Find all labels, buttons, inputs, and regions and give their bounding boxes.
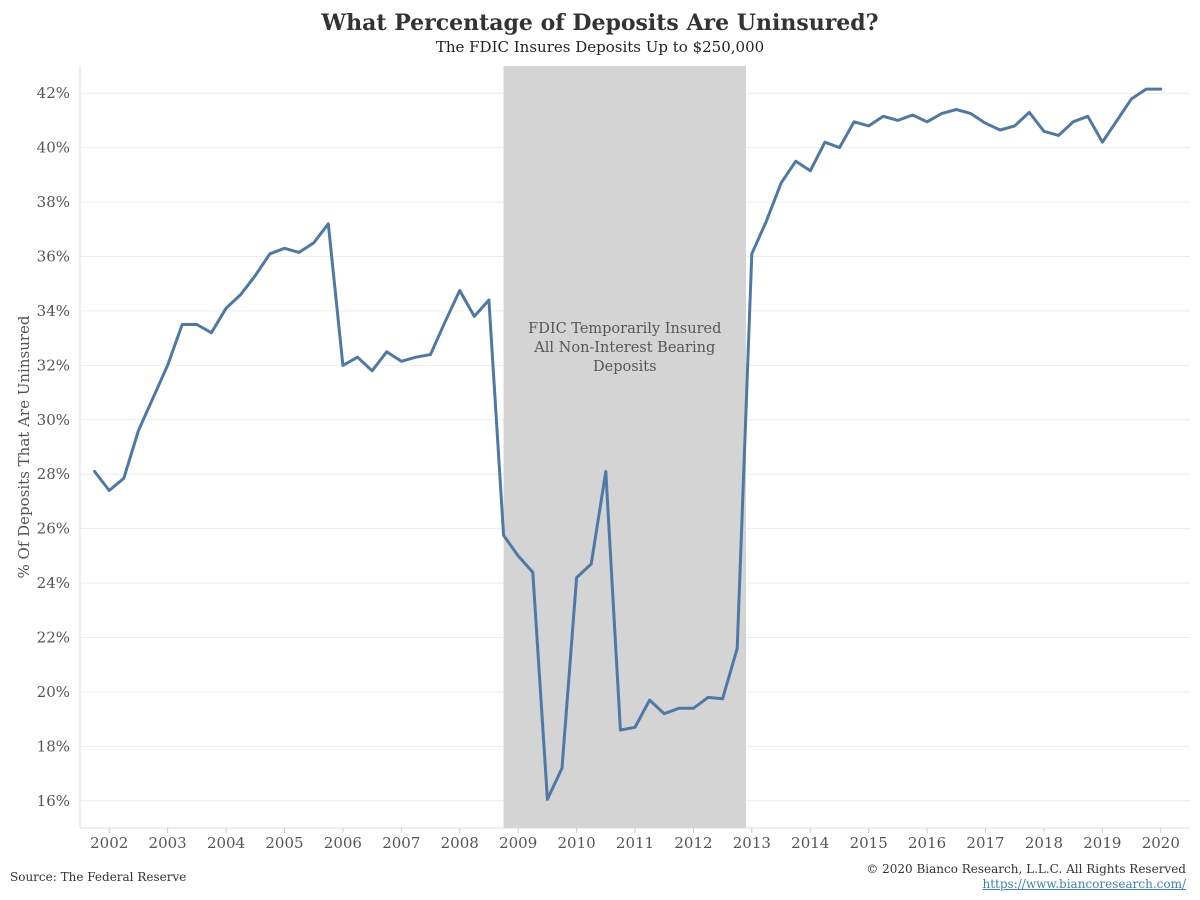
series-line — [93, 87, 1163, 801]
y-tick-label: 16% — [37, 792, 70, 810]
x-tick-label: 2003 — [149, 834, 187, 852]
y-tick-label: 22% — [37, 629, 70, 647]
x-tick-label: 2009 — [499, 834, 537, 852]
y-tick-label: 32% — [37, 356, 70, 374]
shaded-region-label: Deposits — [593, 359, 657, 375]
y-tick-label: 20% — [37, 683, 70, 701]
x-tick-label: 2014 — [791, 834, 829, 852]
x-tick-label: 2011 — [616, 834, 654, 852]
x-tick-label: 2002 — [90, 834, 128, 852]
y-tick-label: 18% — [37, 737, 70, 755]
axes: 16% 18% 20% 22% 24% 26% 28% 30% 32% 34% 36% 38% 40% 4… — [37, 66, 1190, 852]
y-tick-label: 42% — [37, 84, 70, 102]
x-tick-label: 2013 — [733, 834, 771, 852]
y-tick-label: 28% — [37, 465, 70, 483]
shaded-region — [503, 66, 746, 828]
series-layer — [93, 87, 1163, 801]
x-tick-label: 2006 — [324, 834, 362, 852]
x-tick-label: 2019 — [1083, 834, 1121, 852]
x-tick-label: 2010 — [557, 834, 595, 852]
x-tick-label: 2016 — [908, 834, 946, 852]
y-axis-label: % Of Deposits That Are Uninsured — [15, 315, 33, 578]
x-tick-label: 2018 — [1025, 834, 1063, 852]
shaded-region-label: FDIC Temporarily Insured — [528, 321, 721, 337]
shaded-region-rect — [503, 66, 746, 828]
labels: % Of Deposits That Are Uninsured FDIC Tem… — [15, 315, 721, 578]
shaded-region-label: All Non-Interest Bearing — [533, 340, 715, 356]
x-tick-label: 2015 — [850, 834, 888, 852]
x-tick-label: 2008 — [441, 834, 479, 852]
copyright-note: © 2020 Bianco Research, L.L.C. All Right… — [866, 862, 1186, 876]
y-tick-label: 36% — [37, 248, 70, 266]
y-tick-label: 34% — [37, 302, 70, 320]
y-tick-label: 24% — [37, 574, 70, 592]
y-tick-label: 30% — [37, 411, 70, 429]
x-tick-label: 2005 — [265, 834, 303, 852]
x-tick-label: 2020 — [1142, 834, 1180, 852]
chart-title: What Percentage of Deposits Are Uninsure… — [321, 10, 879, 36]
website-link[interactable]: https://www.biancoresearch.com/ — [982, 877, 1186, 891]
chart-subtitle: The FDIC Insures Deposits Up to $250,000 — [435, 38, 765, 56]
y-tick-label: 26% — [37, 520, 70, 538]
x-tick-label: 2017 — [966, 834, 1004, 852]
x-tick-label: 2007 — [382, 834, 420, 852]
x-tick-label: 2012 — [674, 834, 712, 852]
x-tick-label: 2004 — [207, 834, 245, 852]
y-tick-label: 38% — [37, 193, 70, 211]
y-tick-label: 40% — [37, 139, 70, 157]
source-note: Source: The Federal Reserve — [10, 870, 187, 884]
